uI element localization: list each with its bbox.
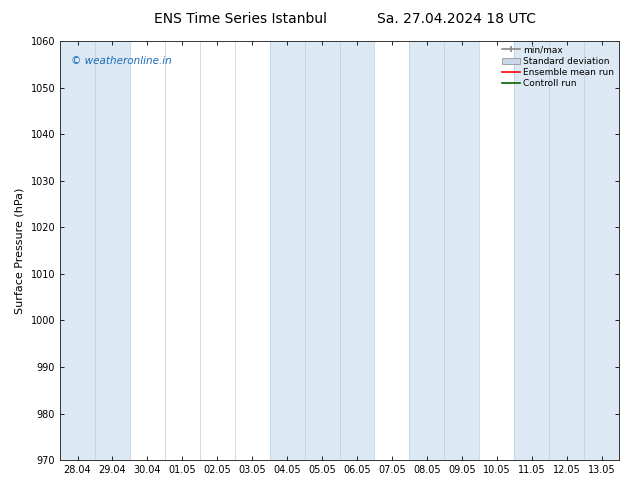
Y-axis label: Surface Pressure (hPa): Surface Pressure (hPa) bbox=[15, 187, 25, 314]
Text: Sa. 27.04.2024 18 UTC: Sa. 27.04.2024 18 UTC bbox=[377, 12, 536, 26]
Legend: min/max, Standard deviation, Ensemble mean run, Controll run: min/max, Standard deviation, Ensemble me… bbox=[500, 44, 616, 90]
Text: ENS Time Series Istanbul: ENS Time Series Istanbul bbox=[155, 12, 327, 26]
Bar bbox=[269, 41, 375, 460]
Bar bbox=[410, 41, 479, 460]
Bar bbox=[60, 41, 130, 460]
Bar bbox=[514, 41, 619, 460]
Text: © weatheronline.in: © weatheronline.in bbox=[71, 56, 172, 66]
